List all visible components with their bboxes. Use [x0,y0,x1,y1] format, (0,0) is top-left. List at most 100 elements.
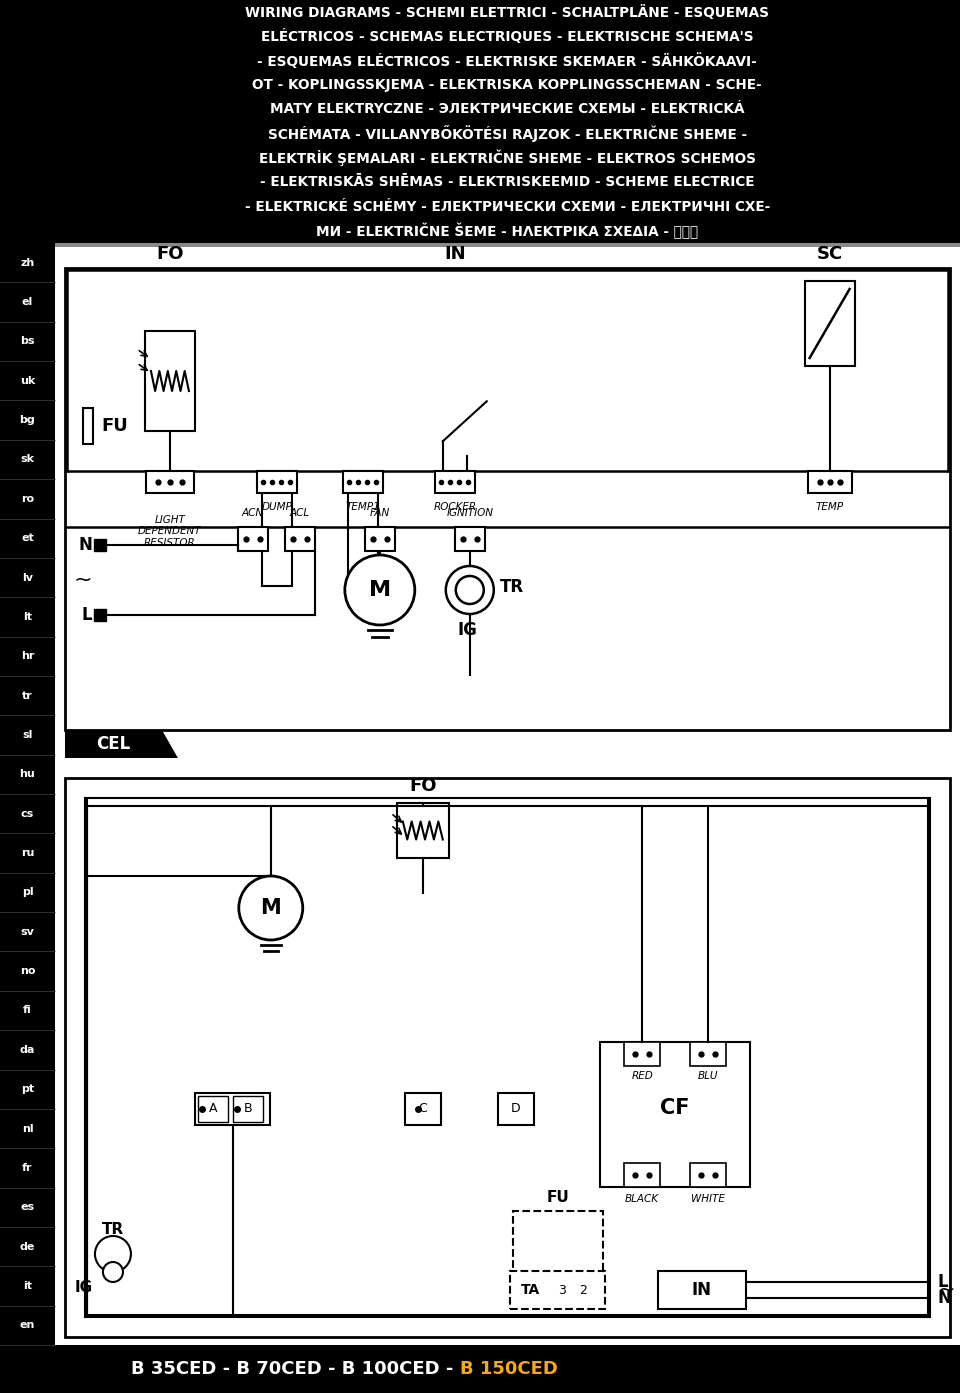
Text: N: N [78,536,92,554]
Text: D: D [511,1102,520,1116]
Bar [257,471,297,493]
Bar [497,1094,534,1126]
Bar [343,471,383,493]
Text: et: et [21,534,34,543]
Text: es: es [20,1202,35,1212]
Bar [396,802,448,858]
Bar [65,779,949,1337]
Text: BLACK: BLACK [625,1194,660,1205]
Bar [690,1042,726,1066]
Bar [807,471,852,493]
Bar [435,471,475,493]
Text: ru: ru [21,848,35,858]
Circle shape [445,566,493,614]
Circle shape [456,575,484,605]
Text: ROCKER: ROCKER [433,503,476,513]
Text: IN: IN [691,1282,711,1300]
Text: zh: zh [20,258,35,267]
Circle shape [95,1236,131,1272]
Text: cs: cs [21,809,35,819]
Bar [658,1270,746,1309]
Text: 2: 2 [580,1283,588,1297]
Text: ~: ~ [73,570,92,591]
Circle shape [103,1262,123,1282]
Bar [65,267,949,730]
Text: pt: pt [21,1084,34,1094]
Text: FU: FU [102,417,129,435]
Text: - ELEKTRICKÉ SCHÉMY - ЕЛЕКТРИЧЕСКИ СХЕМИ - ЕЛЕКТРИЧНІ СХЕ-: - ELEKTRICKÉ SCHÉMY - ЕЛЕКТРИЧЕСКИ СХЕМИ… [245,199,770,213]
Text: B 35CED - B 70CED - B 100CED -: B 35CED - B 70CED - B 100CED - [132,1360,460,1378]
Text: ELÉCTRICOS - SCHEMAS ELECTRIQUES - ELEKTRISCHE SCHEMA'S: ELÉCTRICOS - SCHEMAS ELECTRIQUES - ELEKT… [261,29,754,45]
Text: hr: hr [21,652,35,662]
Circle shape [345,554,415,625]
Text: ACN: ACN [242,507,264,518]
Text: ACL: ACL [290,507,310,518]
Bar [195,1094,271,1126]
Bar [83,408,93,443]
Text: SC: SC [817,245,843,263]
Polygon shape [162,730,178,758]
Text: RED: RED [632,1071,653,1081]
Bar [238,527,268,550]
Bar [348,471,378,586]
Text: lv: lv [22,573,33,582]
Bar [146,471,194,493]
Text: FU: FU [546,1190,569,1205]
Text: ~: ~ [938,1280,955,1300]
Text: TEMP1: TEMP1 [346,503,380,513]
Text: tr: tr [22,691,33,701]
Bar [55,0,960,242]
Bar [145,332,195,430]
Text: WHITE: WHITE [691,1194,725,1205]
Bar [405,1094,441,1126]
Text: C: C [419,1102,427,1116]
Bar [624,1042,660,1066]
Bar [285,527,315,550]
Text: LIGHT
DEPENDENT
RESISTOR: LIGHT DEPENDENT RESISTOR [138,514,202,547]
Text: lt: lt [23,612,32,621]
Text: IG: IG [458,621,478,639]
Text: CEL: CEL [96,736,131,754]
Bar [600,1042,750,1187]
Text: SCHÉMATA - VILLANYBŐKÖTÉSI RAJZOK - ELEKTRIČNE SHEME -: SCHÉMATA - VILLANYBŐKÖTÉSI RAJZOK - ELEK… [268,125,747,142]
Text: M: M [369,579,391,600]
Text: FO: FO [409,777,437,795]
Text: uk: uk [20,376,36,386]
Bar [0,0,55,1393]
Bar [233,1096,263,1121]
Text: TA: TA [520,1283,540,1297]
Text: fi: fi [23,1006,32,1015]
Text: IGNITION: IGNITION [446,507,493,518]
Text: MATY ELEKTRYCZNE - ЭЛЕКТРИЧЕСКИЕ СХЕМЫ - ELEKTRICKÁ: MATY ELEKTRYCZNE - ЭЛЕКТРИЧЕСКИЕ СХЕМЫ -… [270,102,745,117]
Text: B: B [244,1102,252,1116]
Text: TR: TR [500,578,524,596]
Bar [804,281,854,366]
Text: FAN: FAN [370,507,390,518]
Text: no: no [20,967,36,976]
Text: TEMP: TEMP [816,503,844,513]
Text: L: L [82,606,92,624]
Text: sk: sk [20,454,35,464]
Text: IN: IN [444,245,466,263]
Text: - ESQUEMAS ELÉCTRICOS - ELEKTRISKE SKEMAER - SÄHKÖKAAVI-: - ESQUEMAS ELÉCTRICOS - ELEKTRISKE SKEMA… [257,53,757,68]
Bar [199,1096,228,1121]
Text: МИ - ELEKTRIČNE ŠEME - ΗΛΕΚΤΡΙΚΑ ΣΧΕΔΙΑ - 线路图: МИ - ELEKTRIČNE ŠEME - ΗΛΕΚΤΡΙΚΑ ΣΧΕΔΙΑ … [316,223,698,240]
Text: M: M [260,898,281,918]
Text: bs: bs [20,336,35,347]
Text: de: de [20,1241,36,1251]
Text: it: it [23,1282,32,1291]
Text: sl: sl [22,730,33,740]
Text: IG: IG [75,1280,93,1294]
Text: DUMP: DUMP [261,503,292,513]
Bar [0,1346,960,1393]
Text: hu: hu [19,769,36,779]
Bar [455,527,485,550]
Text: el: el [22,297,33,306]
Text: da: da [20,1045,36,1055]
Text: nl: nl [22,1124,34,1134]
Text: FO: FO [156,245,183,263]
Text: L: L [938,1273,948,1291]
Bar [513,1211,603,1291]
Bar [690,1163,726,1187]
Text: ro: ro [21,495,34,504]
